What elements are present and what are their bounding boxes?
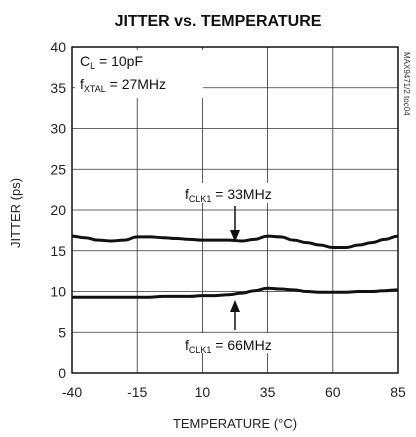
x-tick-label: 10 [195,384,211,400]
x-tick-label: 60 [325,384,341,400]
chart-title: JITTER vs. TEMPERATURE [115,13,322,30]
tick-labels: 0 5 10 15 20 25 30 35 40 -40 -15 10 35 60 85 [50,39,406,400]
y-tick-label: 5 [58,324,66,340]
legend-box [75,50,203,98]
clk66-arrowhead [230,300,240,312]
y-tick-label: 35 [50,80,66,96]
y-tick-label: 20 [50,202,66,218]
y-axis-label: JITTER (ps) [8,178,23,248]
series-lines [71,234,399,299]
x-tick-label: 85 [390,384,406,400]
x-axis-label: TEMPERATURE (°C) [173,416,297,431]
y-tick-label: 25 [50,161,66,177]
fxtal-annotation: fXTAL = 27MHz [80,76,166,94]
cl-annotation: CL = 10pF [80,53,143,71]
clk66-label-bg [178,333,286,353]
clk33-arrowhead [230,230,240,242]
plot-frame [71,46,399,374]
series-line-66mhz [72,286,399,299]
clk66-annotation: fCLK1 = 66MHz [185,337,272,355]
y-tick-label: 40 [50,39,66,55]
y-tick-label: 0 [58,365,66,381]
x-tick-label: -15 [127,384,147,400]
x-tick-label: 35 [260,384,276,400]
x-tick-label: -40 [62,384,82,400]
side-code: MAX9471/2 toc04 [402,52,411,116]
clk33-label-bg [178,183,286,203]
y-tick-label: 10 [50,284,66,300]
clk33-annotation: fCLK1 = 33MHz [185,186,272,204]
y-tick-label: 30 [50,121,66,137]
y-tick-label: 15 [50,243,66,259]
